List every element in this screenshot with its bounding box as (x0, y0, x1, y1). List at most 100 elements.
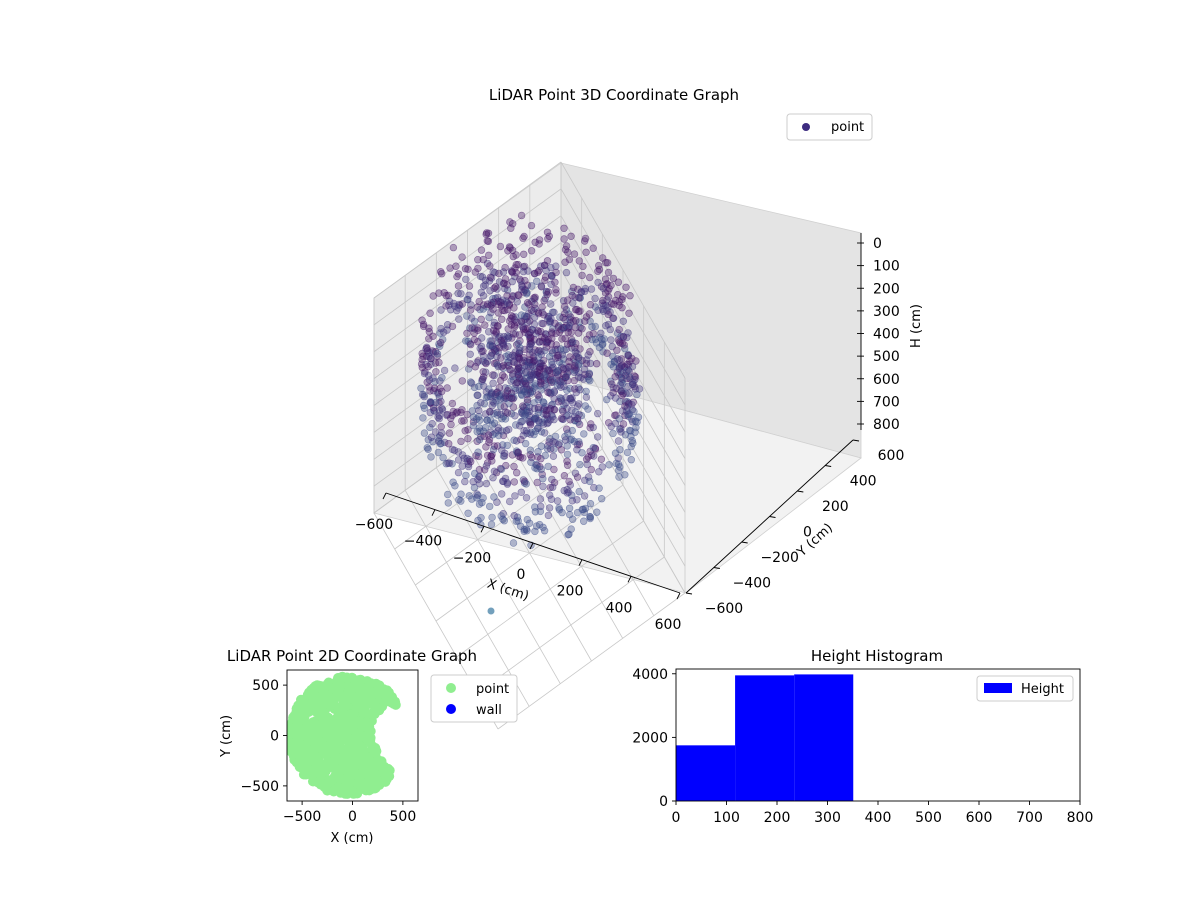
data-point (462, 471, 470, 480)
data-point (474, 475, 482, 484)
stray-point-marker (487, 607, 495, 615)
data-point (443, 384, 451, 392)
data-point (467, 379, 476, 387)
data-point (471, 469, 479, 478)
data-point (563, 457, 571, 465)
data-point (499, 268, 508, 276)
data-point (474, 391, 482, 399)
data-point (627, 432, 635, 441)
data-point (442, 302, 450, 310)
x-tick (431, 509, 436, 516)
y-tick (797, 490, 804, 493)
data-point (429, 332, 437, 340)
data-point (576, 386, 584, 394)
data-point (516, 344, 524, 352)
x-tick (627, 576, 632, 583)
data-point (551, 439, 559, 447)
data-point (496, 332, 504, 341)
data-point (547, 280, 555, 288)
y-tick-label: 0 (270, 729, 279, 745)
data-point (477, 246, 486, 254)
points-2d (287, 671, 401, 799)
data-point (449, 243, 458, 252)
data-point (540, 372, 548, 380)
data-point (463, 410, 471, 419)
data-point (454, 270, 463, 278)
y-tick (852, 439, 860, 442)
data-point (609, 274, 618, 283)
data-point (488, 457, 496, 465)
data-point (470, 383, 479, 392)
data-point (520, 262, 529, 271)
data-point (609, 429, 617, 438)
data-point (625, 389, 633, 397)
x-tick-label: 500 (915, 810, 942, 826)
data-point (577, 288, 586, 296)
data-point (490, 493, 498, 501)
data-point (586, 424, 594, 432)
data-point (513, 379, 521, 387)
x-tick-label: 0 (672, 810, 681, 826)
data-point (599, 307, 608, 315)
data-point (517, 211, 526, 220)
z-tick-label: 100 (873, 259, 900, 275)
data-point (463, 329, 471, 337)
grid-line (373, 188, 562, 326)
data-point (563, 450, 572, 459)
data-point (484, 431, 493, 439)
data-point (326, 747, 337, 758)
data-point (575, 487, 583, 496)
data-point (548, 376, 557, 384)
data-point (487, 309, 495, 317)
data-point (539, 482, 547, 491)
data-point (563, 442, 571, 450)
data-point (522, 480, 530, 488)
data-point (625, 309, 633, 317)
data-point (440, 366, 449, 375)
data-point (521, 369, 529, 377)
data-point (437, 339, 445, 347)
data-point (481, 423, 490, 432)
histogram-bar (735, 675, 795, 801)
data-point (499, 477, 508, 486)
data-point (494, 322, 502, 330)
data-point (558, 351, 566, 359)
data-point (517, 418, 525, 426)
data-point (614, 466, 623, 475)
data-point (526, 343, 534, 351)
ticks-3d: −600−400−2000200400600−600−400−200020040… (355, 236, 905, 633)
z-tick-label: 600 (873, 372, 900, 388)
data-point (591, 294, 599, 303)
data-point (473, 303, 482, 311)
data-point (458, 462, 466, 470)
data-point (568, 497, 576, 505)
chart-2d-title: LiDAR Point 2D Coordinate Graph (227, 647, 477, 665)
data-point (485, 438, 493, 446)
data-point (467, 340, 475, 349)
data-point (571, 323, 580, 332)
legend-3d-marker (802, 123, 810, 131)
data-point (547, 388, 555, 397)
data-point (573, 473, 582, 481)
data-point (602, 395, 611, 404)
data-point (438, 374, 446, 382)
data-point (523, 299, 532, 307)
data-point (514, 291, 522, 299)
data-point (450, 446, 459, 454)
data-point (575, 354, 583, 362)
data-point (463, 295, 471, 304)
data-point (518, 402, 527, 410)
data-point (469, 478, 477, 486)
data-point (517, 488, 525, 496)
data-point (526, 329, 534, 337)
data-point (565, 322, 573, 330)
data-point (589, 244, 597, 252)
data-point (291, 703, 302, 714)
data-point (544, 336, 552, 344)
data-point (534, 448, 542, 456)
data-point (490, 409, 498, 418)
data-point (309, 717, 320, 728)
z-tick-label: 400 (873, 327, 900, 343)
z-tick-label: 800 (873, 417, 900, 433)
y-tick-label: 4000 (632, 667, 668, 683)
